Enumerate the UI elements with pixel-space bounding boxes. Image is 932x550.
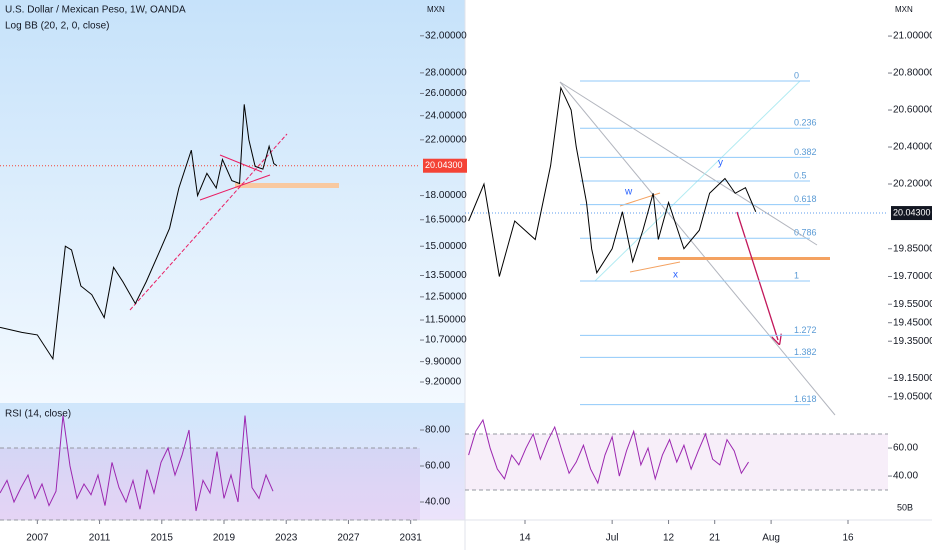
last-price-label: 20.04300 — [893, 207, 931, 217]
y-tick-label: 24.00000 — [425, 110, 467, 121]
trend-line — [199, 174, 271, 201]
x-tick-label: 2015 — [151, 533, 174, 544]
y-tick-label: 18.00000 — [425, 190, 467, 201]
currency-label: MXN — [895, 5, 913, 14]
fib-label: 1.272 — [794, 325, 817, 335]
trend-line — [129, 133, 288, 311]
fib-label: 0.382 — [794, 147, 817, 157]
y-tick-label: 15.00000 — [425, 241, 467, 252]
y-tick-label: 19.45000 — [893, 317, 932, 328]
x-tick-label: 2023 — [275, 533, 298, 544]
y-tick-label: 11.50000 — [425, 315, 466, 326]
fib-label: 1.382 — [794, 347, 817, 357]
y-tick-label: 19.55000 — [893, 299, 932, 310]
fib-label: 0 — [794, 70, 799, 80]
y-tick-label: 20.80000 — [893, 68, 932, 79]
support-zone — [235, 183, 339, 188]
y-tick-label: 9.20000 — [425, 377, 462, 388]
rsi-tick-label: 40.00 — [893, 471, 918, 482]
fib-label: 0.236 — [794, 118, 817, 128]
x-tick-label: Aug — [762, 533, 780, 544]
last-price-badge — [423, 158, 467, 173]
y-tick-label: 19.85000 — [893, 243, 932, 254]
y-tick-label: 20.60000 — [893, 105, 932, 116]
y-tick-label: 22.00000 — [425, 134, 467, 145]
x-tick-label: 2027 — [337, 533, 360, 544]
x-tick-label: Jul — [606, 533, 619, 544]
x-tick-label: 14 — [519, 533, 531, 544]
indicator-label: Log BB (20, 2, 0, close) — [5, 21, 110, 32]
x-tick-label: 2011 — [89, 533, 111, 544]
y-tick-label: 28.00000 — [425, 68, 467, 79]
left-price-pane — [0, 0, 465, 403]
currency-label: MXN — [427, 5, 445, 14]
y-tick-label: 16.50000 — [425, 214, 467, 225]
extra-label: 50B — [897, 502, 913, 512]
price-line — [468, 86, 757, 277]
channel-line — [559, 81, 836, 416]
y-tick-label: 32.00000 — [425, 30, 467, 41]
rsi-tick-label: 80.00 — [425, 425, 450, 436]
rsi-tick-label: 60.00 — [425, 461, 450, 472]
x-tick-label: 2019 — [213, 533, 236, 544]
fib-label: 0.618 — [794, 194, 817, 204]
y-tick-label: 12.50000 — [425, 292, 467, 303]
x-tick-label: 12 — [663, 533, 675, 544]
rsi-band — [0, 448, 420, 520]
rsi-tick-label: 60.00 — [893, 443, 918, 454]
x-tick-label: 2007 — [26, 533, 49, 544]
y-tick-label: 10.70000 — [425, 335, 467, 346]
fib-label: 1 — [794, 270, 799, 280]
fib-label: 0.786 — [794, 228, 817, 238]
wave-label: w — [624, 187, 633, 198]
y-tick-label: 20.40000 — [893, 142, 932, 153]
y-tick-label: 19.15000 — [893, 373, 932, 384]
support-zone — [658, 257, 830, 260]
x-tick-label: 16 — [842, 533, 854, 544]
chart-title: U.S. Dollar / Mexican Peso, 1W, OANDA — [5, 5, 186, 16]
rsi-line — [0, 415, 274, 512]
projection-arrow — [736, 211, 778, 340]
y-tick-label: 20.20000 — [893, 179, 932, 190]
x-tick-label: 21 — [709, 533, 721, 544]
y-tick-label: 19.70000 — [893, 271, 932, 282]
y-tick-label: 13.50000 — [425, 270, 467, 281]
y-tick-label: 19.05000 — [893, 391, 932, 402]
fib-label: 0.5 — [794, 170, 807, 180]
y-tick-label: 26.00000 — [425, 88, 467, 99]
rsi-label: RSI (14, close) — [5, 409, 71, 420]
last-price-label: 20.04300 — [425, 160, 463, 170]
left-rsi-pane — [0, 403, 465, 520]
rsi-tick-label: 40.00 — [425, 497, 450, 508]
y-tick-label: 21.00000 — [893, 31, 932, 42]
wave-line — [629, 261, 681, 273]
fib-label: 1.618 — [794, 394, 817, 404]
y-tick-label: 9.90000 — [425, 356, 462, 367]
x-tick-label: 2031 — [400, 533, 423, 544]
rsi-line — [468, 418, 749, 485]
wave-label: x — [673, 270, 678, 281]
channel-line — [559, 81, 818, 246]
price-line — [0, 104, 278, 361]
y-tick-label: 19.35000 — [893, 336, 932, 347]
wave-label: y — [718, 158, 723, 169]
last-price-badge — [891, 206, 932, 221]
